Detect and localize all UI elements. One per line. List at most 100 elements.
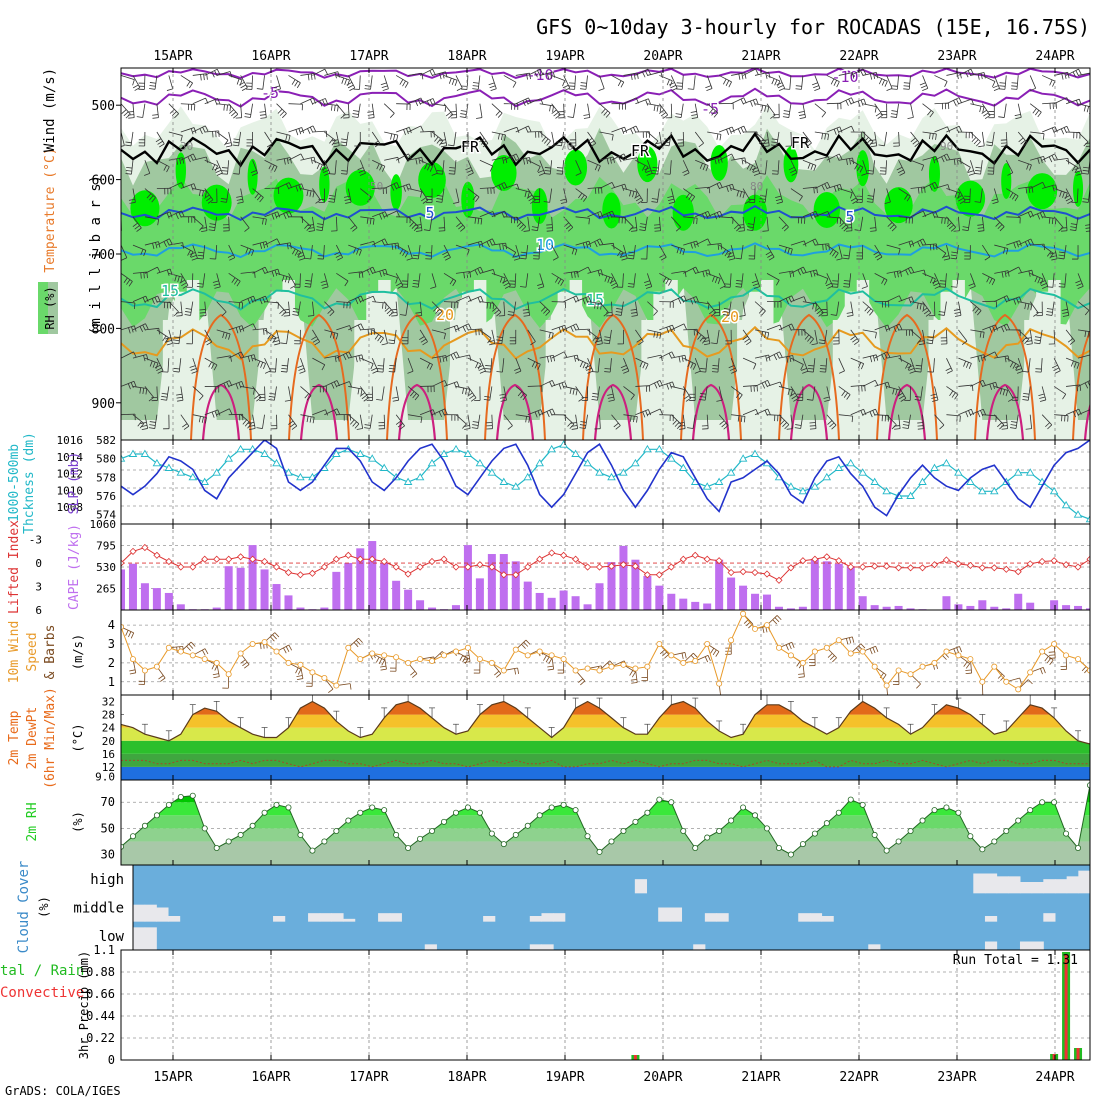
upper-wind-barb	[977, 73, 980, 80]
upper-wind-barb	[931, 329, 935, 344]
upper-wind-barb	[204, 188, 214, 201]
upper-wind-barb	[997, 224, 1003, 230]
upper-wind-barb	[146, 272, 148, 279]
cape-bar	[1062, 605, 1071, 610]
upper-wind-barb	[128, 327, 131, 334]
upper-wind-barb	[739, 191, 743, 198]
upper-wind-barb	[946, 357, 953, 371]
upper-wind-barb	[348, 414, 360, 425]
cape-bar	[152, 588, 161, 610]
upper-wind-barb	[647, 103, 662, 107]
upper-wind-barb	[896, 271, 899, 278]
wind10-barb	[772, 619, 778, 625]
upper-wind-barb	[651, 198, 658, 200]
cloud-clear-cell	[156, 907, 169, 922]
upper-wind-barb	[779, 324, 783, 331]
rh2m-point	[440, 818, 447, 825]
thickness-point	[212, 468, 221, 476]
upper-wind-barb	[252, 357, 266, 364]
isotherm-30	[887, 383, 927, 440]
cape-bar	[1026, 602, 1035, 610]
upper-wind-barb	[185, 308, 192, 310]
upper-wind-barb	[340, 144, 347, 147]
upper-wind-barb	[132, 216, 142, 229]
isotherm-label: 10	[536, 236, 554, 254]
upper-wind-barb	[360, 266, 373, 274]
upper-wind-barb	[636, 157, 639, 164]
upper-wind-barb	[392, 399, 399, 402]
wind10-point	[608, 663, 615, 670]
upper-wind-barb	[881, 278, 885, 284]
upper-wind-barb	[399, 79, 404, 85]
upper-wind-barb	[154, 364, 161, 369]
upper-wind-barb	[300, 97, 314, 105]
upper-wind-barb	[165, 340, 172, 343]
wind10-barb	[297, 669, 302, 675]
upper-wind-barb	[348, 386, 363, 390]
upper-wind-barb	[934, 216, 949, 219]
upper-wind-barb	[595, 340, 602, 343]
rh-band	[121, 828, 1090, 842]
upper-wind-barb	[659, 272, 672, 281]
upper-wind-barb	[422, 341, 428, 346]
precip-convective-bar	[1076, 1048, 1080, 1060]
upper-wind-barb	[1046, 311, 1053, 313]
upper-wind-barb	[838, 125, 852, 133]
upper-wind-barb	[472, 194, 477, 201]
upper-wind-barb	[946, 414, 961, 417]
upper-wind-barb	[289, 242, 292, 249]
upper-wind-barb	[163, 241, 167, 248]
upper-wind-barb	[693, 297, 696, 304]
upper-wind-barb	[539, 172, 545, 176]
wind10-barb	[349, 683, 352, 690]
upper-wind-barb	[707, 303, 710, 310]
upper-wind-barb	[591, 399, 598, 401]
upper-wind-barb	[491, 242, 506, 246]
upper-wind-barb	[611, 75, 624, 83]
rh-y-tick: 30	[101, 848, 115, 862]
upper-wind-barb	[658, 216, 661, 231]
upper-wind-barb	[950, 286, 958, 288]
upper-wind-barb	[155, 242, 158, 249]
upper-wind-barb	[352, 421, 357, 427]
upper-wind-barb	[790, 240, 805, 246]
upper-wind-barb	[815, 303, 818, 310]
upper-wind-barb	[312, 338, 319, 343]
upper-wind-barb	[886, 323, 900, 331]
upper-wind-barb	[703, 340, 710, 343]
upper-wind-barb	[434, 136, 439, 142]
upper-wind-barb	[1030, 131, 1045, 135]
upper-wind-barb	[259, 242, 263, 249]
upper-wind-barb	[388, 371, 395, 373]
upper-wind-barb	[594, 338, 599, 344]
upper-wind-barb	[630, 308, 637, 311]
upper-wind-barb	[699, 336, 705, 342]
upper-wind-barb	[525, 245, 529, 260]
upper-wind-barb	[358, 170, 365, 174]
upper-wind-barb	[561, 326, 565, 333]
upper-wind-barb	[442, 160, 445, 175]
thickness-y-tick: 580	[96, 453, 116, 466]
upper-wind-barb	[886, 216, 897, 228]
upper-wind-barb	[633, 73, 636, 80]
upper-wind-barb	[562, 160, 565, 175]
upper-wind-barb	[899, 172, 906, 176]
upper-wind-barb	[214, 99, 218, 106]
upper-wind-barb	[228, 244, 236, 258]
upper-wind-barb	[491, 131, 506, 136]
upper-wind-barb	[272, 337, 279, 340]
upper-wind-barb	[607, 276, 611, 283]
upper-wind-barb	[569, 388, 572, 395]
upper-wind-barb	[189, 365, 196, 368]
upper-wind-barb	[958, 384, 973, 387]
cloud-clear-cell	[168, 916, 181, 922]
thickness-point	[463, 449, 473, 457]
upper-wind-barb	[810, 271, 813, 278]
upper-wind-barb	[173, 367, 180, 370]
upper-wind-barb	[324, 172, 331, 176]
upper-wind-barb	[228, 325, 243, 331]
isotherm-label: FR	[791, 134, 810, 152]
thickness-point	[128, 449, 138, 457]
upper-wind-barb	[766, 75, 781, 82]
rh2m-point	[249, 822, 256, 829]
